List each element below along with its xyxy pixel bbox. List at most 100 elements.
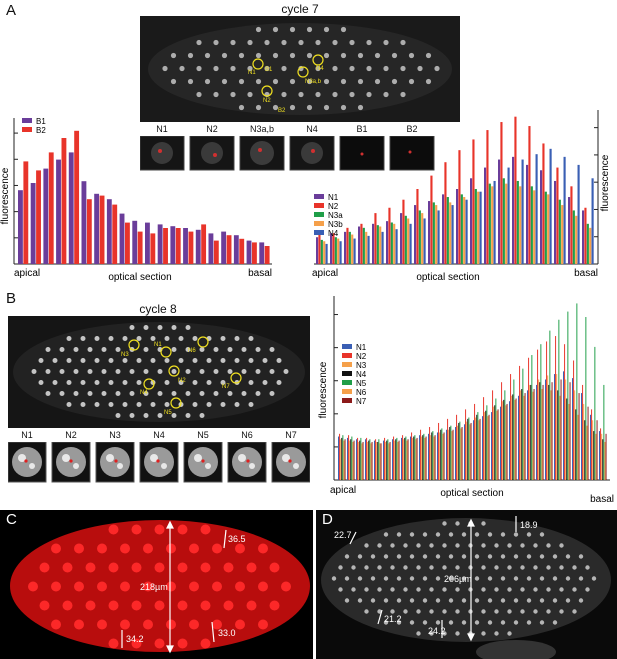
bar-n7-24 (560, 379, 562, 480)
bar-n3-2 (358, 441, 360, 480)
bar-n6-28 (595, 433, 597, 480)
nucleus (383, 576, 389, 581)
nucleus (248, 402, 254, 407)
bar-n4-29 (602, 439, 604, 480)
bar-n4-10 (465, 199, 468, 264)
nucleus (157, 325, 163, 330)
nucleus (500, 554, 506, 559)
legend-label-n5: N5 (356, 379, 367, 388)
nucleus (129, 369, 135, 374)
bar-b1-15 (208, 233, 214, 264)
bar-n2-19 (584, 207, 587, 264)
nucleus (283, 369, 289, 374)
nucleus (507, 587, 512, 592)
nucleus (115, 369, 121, 374)
nucleus (108, 358, 114, 363)
thumb-b-label-4: N4 (153, 430, 165, 440)
nucleus (276, 380, 282, 385)
bar-n2-6 (402, 199, 405, 264)
nucleus (526, 532, 532, 537)
nucleus (442, 631, 447, 636)
legend-label-n1: N1 (328, 193, 339, 202)
nucleus (289, 26, 296, 33)
nucleus (246, 562, 257, 573)
bar-n4-27 (584, 420, 586, 480)
nucleus (255, 104, 262, 111)
bar-n3-5 (385, 441, 387, 480)
bar-n1-22 (536, 384, 537, 480)
ring-b-n1 (160, 346, 172, 358)
bar-n6-10 (433, 436, 435, 480)
bar-n6-12 (451, 431, 453, 480)
bar-n2-1 (332, 233, 335, 264)
bar-n1-9 (442, 194, 445, 264)
nucleus (487, 620, 493, 625)
bar-n5-27 (585, 317, 587, 480)
thumb-a-label-2: N2 (206, 124, 218, 134)
nucleus (199, 391, 205, 396)
nucleus (185, 347, 191, 352)
nucleus (455, 565, 460, 570)
bar-n6-14 (469, 424, 471, 480)
bar-n1-10 (456, 189, 459, 264)
nucleus (281, 581, 291, 592)
bar-n1-8 (428, 201, 431, 264)
bar-n7-23 (551, 382, 553, 480)
nucleus (213, 347, 219, 352)
bar-n6-13 (460, 428, 462, 480)
bar-b2-4 (74, 130, 80, 264)
nucleus (565, 598, 571, 603)
nucleus (235, 543, 245, 554)
bar-n1-19 (582, 210, 585, 264)
bar-n3a-11 (474, 189, 477, 264)
nucleus (494, 631, 499, 636)
bar-n3a-1 (334, 237, 337, 264)
bar-n1-12 (446, 429, 447, 480)
d-arrow-bottom-left (377, 609, 383, 625)
bar-n2-4 (374, 213, 377, 264)
nucleus (500, 576, 506, 581)
bar-n5-28 (594, 346, 596, 480)
nucleus (429, 631, 434, 636)
nucleus (429, 609, 434, 614)
nucleus (448, 576, 454, 581)
bar-b1-5 (81, 181, 87, 264)
legend-swatch-b2 (22, 127, 32, 132)
nucleus (166, 619, 176, 630)
bar-n2-10 (429, 427, 431, 480)
nucleus (129, 413, 135, 418)
bar-n2-5 (388, 207, 391, 264)
nucleus (455, 609, 460, 614)
bar-n4-4 (377, 441, 379, 480)
nucleus (315, 65, 321, 72)
legend-swatch-n7 (342, 398, 352, 403)
panel-c-letter: C (6, 511, 17, 528)
nucleus (97, 581, 107, 592)
bar-n2-3 (360, 223, 363, 264)
thumb-b-images (8, 442, 310, 483)
bar-n5-11 (441, 428, 443, 480)
bar-n2-1 (348, 435, 350, 480)
bar-n3b-15 (533, 190, 536, 264)
bar-b2-7 (112, 204, 118, 264)
nucleus (520, 565, 525, 570)
bar-n1-6 (400, 213, 403, 264)
nucleus (425, 78, 432, 85)
nucleus (143, 543, 153, 554)
bar-n1-27 (581, 393, 582, 480)
bar-n6-16 (487, 416, 489, 480)
bar-n4-3 (367, 235, 370, 265)
nucleus (366, 91, 372, 98)
bar-n5-16 (486, 405, 488, 480)
bar-n2-19 (510, 374, 512, 480)
nucleus (344, 576, 350, 581)
bar-n2-29 (600, 428, 602, 480)
bar-n3a-14 (516, 180, 519, 264)
bar-n3-6 (394, 440, 396, 480)
nucleus (507, 565, 512, 570)
bar-n3-18 (502, 401, 504, 480)
bar-n3b-8 (435, 205, 438, 264)
bar-n4-12 (449, 427, 451, 480)
nucleus (474, 620, 480, 625)
bar-n4-14 (467, 418, 469, 480)
